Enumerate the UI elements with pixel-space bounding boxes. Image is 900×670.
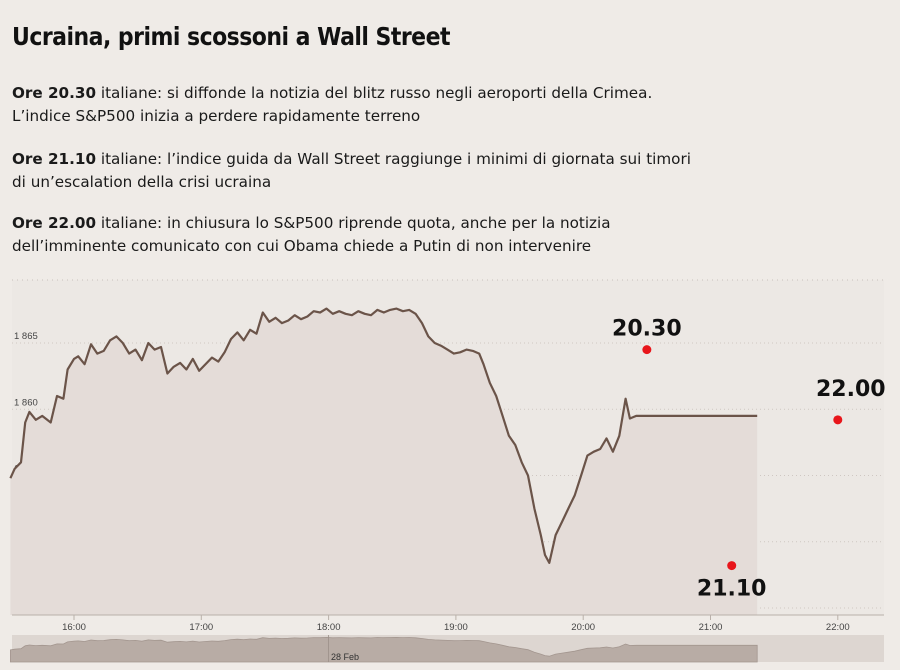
paragraph-2200: Ore 22.00 italiane: in chiusura lo S&P50… (12, 212, 900, 258)
x-tick-label: 16:00 (62, 622, 86, 633)
paragraph-text: italiane: in chiusura lo S&P500 riprende… (96, 214, 611, 232)
page-title: Ucraina, primi scossoni a Wall Street (12, 22, 450, 51)
navigator-series (10, 636, 758, 663)
paragraph-text-cont: di un’escalation della crisi ucraina (12, 173, 272, 191)
series-area (10, 308, 758, 615)
paragraph-text: italiane: si diffonde la notizia del bli… (96, 84, 653, 102)
paragraph-text-cont: dell’imminente comunicato con cui Obama … (12, 237, 592, 255)
x-tick-label: 19:00 (444, 622, 468, 633)
event-label: 20.30 (612, 317, 682, 342)
series-line (9, 307, 758, 564)
x-tick-label: 22:00 (826, 622, 850, 633)
event-marker (727, 561, 737, 571)
event-label: 22.00 (816, 377, 886, 402)
event-marker (833, 415, 843, 425)
x-tick-label: 18:00 (317, 622, 341, 633)
paragraph-2030: Ore 20.30 italiane: si diffonde la notiz… (12, 82, 900, 128)
x-tick-label: 21:00 (699, 622, 723, 633)
event-label: 21.10 (697, 577, 767, 602)
paragraph-2110: Ore 21.10 italiane: l’indice guida da Wa… (12, 148, 900, 194)
navigator-date-label: 28 Feb (331, 652, 359, 662)
paragraph-text-cont: L’indice S&P500 inizia a perdere rapidam… (12, 107, 421, 125)
paragraph-text: italiane: l’indice guida da Wall Street … (96, 150, 691, 168)
y-tick-label: 1 865 (14, 331, 38, 342)
paragraph-time: Ore 22.00 (12, 214, 97, 232)
paragraph-time: Ore 20.30 (12, 84, 97, 102)
x-tick-label: 17:00 (189, 622, 213, 633)
paragraph-time: Ore 21.10 (12, 150, 97, 168)
y-tick-label: 1 860 (14, 397, 38, 408)
x-tick-label: 20:00 (571, 622, 595, 633)
event-marker (642, 345, 652, 355)
